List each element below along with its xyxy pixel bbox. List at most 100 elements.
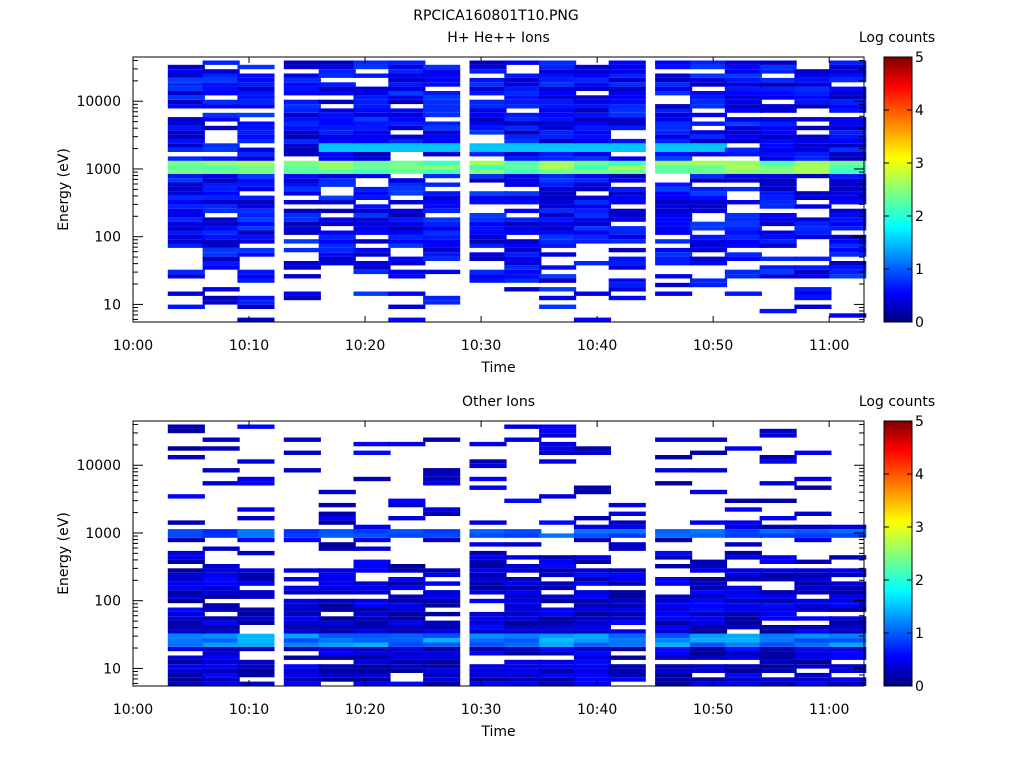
heatmap-cell: [608, 156, 646, 161]
heatmap-cell: [690, 585, 728, 591]
heatmap-cell: [608, 577, 646, 582]
heatmap-cell: [690, 239, 728, 244]
heatmap-cell: [794, 265, 832, 270]
heatmap-cell: [794, 69, 832, 74]
heatmap-cell: [724, 681, 762, 686]
heatmap-cell: [469, 681, 507, 686]
colorbar-tick-label: 4: [915, 103, 924, 119]
heatmap-cell: [608, 620, 646, 625]
heatmap-cell: [608, 607, 646, 612]
heatmap-cell: [388, 112, 426, 118]
heatmap-cell: [759, 178, 797, 183]
heatmap-cell: [724, 213, 762, 218]
heatmap-cell: [829, 603, 867, 608]
heatmap-cell: [353, 165, 391, 170]
heatmap-cell: [794, 226, 832, 231]
heatmap-cell: [283, 104, 321, 109]
heatmap-cell: [318, 616, 356, 621]
heatmap-cell: [573, 99, 611, 105]
heatmap-cell: [655, 60, 693, 65]
heatmap-cell: [167, 555, 205, 560]
heatmap-cell: [690, 664, 728, 669]
heatmap-cell: [167, 642, 205, 647]
heatmap-cell: [237, 91, 275, 96]
heatmap-cell: [504, 590, 542, 595]
heatmap-cell: [469, 252, 507, 257]
heatmap-cell: [237, 95, 275, 100]
heatmap-cell: [388, 681, 426, 686]
heatmap-cell: [318, 598, 356, 604]
heatmap-cell: [504, 668, 542, 673]
heatmap-cell: [423, 568, 461, 573]
heatmap-cell: [202, 672, 240, 678]
heatmap-cell: [504, 629, 542, 634]
heatmap-cell: [829, 104, 867, 109]
heatmap-cell: [655, 165, 693, 170]
heatmap-cell: [655, 646, 693, 652]
heatmap-cell: [353, 620, 391, 625]
heatmap-cell: [353, 143, 391, 148]
heatmap-cell: [504, 581, 542, 586]
heatmap-cell: [388, 95, 426, 100]
heatmap-cell: [167, 633, 205, 639]
heatmap-cell: [829, 95, 867, 100]
heatmap-cell: [388, 108, 426, 113]
heatmap-cell: [237, 304, 275, 309]
heatmap-cell: [759, 221, 797, 227]
heatmap-cell: [353, 291, 391, 296]
heatmap-cell: [237, 213, 275, 218]
heatmap-cell: [724, 651, 762, 656]
heatmap-cell: [573, 147, 611, 152]
heatmap-cell: [608, 99, 646, 105]
heatmap-cell: [539, 616, 577, 621]
heatmap-cell: [608, 611, 646, 617]
heatmap-cell: [724, 664, 762, 669]
heatmap-cell: [794, 642, 832, 647]
heatmap-cell: [539, 91, 577, 96]
heatmap-cell: [167, 226, 205, 231]
heatmap-cell: [539, 156, 577, 161]
heatmap-cell: [318, 607, 356, 612]
heatmap-cell: [608, 256, 646, 261]
heatmap-cell: [469, 633, 507, 639]
heatmap-cell: [794, 585, 832, 591]
heatmap-cell: [573, 672, 611, 678]
heatmap-cell: [608, 572, 646, 578]
heatmap-cell: [690, 121, 728, 126]
heatmap-cell: [573, 611, 611, 617]
heatmap-cell: [388, 143, 426, 148]
heatmap-cell: [655, 125, 693, 131]
heatmap-cell: [655, 73, 693, 78]
heatmap-cell: [353, 590, 391, 595]
heatmap-cell: [573, 217, 611, 222]
heatmap-cell: [167, 520, 205, 525]
heatmap-cell: [759, 108, 797, 113]
heatmap-cell: [388, 77, 426, 83]
heatmap-cell: [202, 529, 240, 534]
heatmap-cell: [469, 117, 507, 122]
heatmap-cell: [655, 655, 693, 660]
heatmap-cell: [759, 169, 797, 174]
heatmap-cell: [759, 529, 797, 534]
heatmap-cell: [504, 638, 542, 643]
heatmap-cell: [318, 577, 356, 582]
heatmap-cell: [504, 498, 542, 503]
heatmap-cell: [794, 485, 832, 490]
heatmap-cell: [608, 295, 646, 301]
heatmap-cell: [573, 651, 611, 656]
heatmap-cell: [573, 73, 611, 78]
heatmap-cell: [423, 230, 461, 235]
heatmap-cell: [423, 594, 461, 599]
colorbar: [883, 56, 913, 323]
heatmap-cell: [423, 476, 461, 482]
heatmap-cell: [539, 459, 577, 464]
heatmap-cell: [690, 221, 728, 227]
heatmap-cell: [167, 104, 205, 109]
heatmap-cell: [353, 585, 391, 591]
heatmap-cell: [759, 428, 797, 434]
heatmap-cell: [283, 625, 321, 630]
heatmap-cell: [794, 143, 832, 148]
heatmap-cell: [167, 186, 205, 192]
heatmap-cell: [539, 160, 577, 166]
